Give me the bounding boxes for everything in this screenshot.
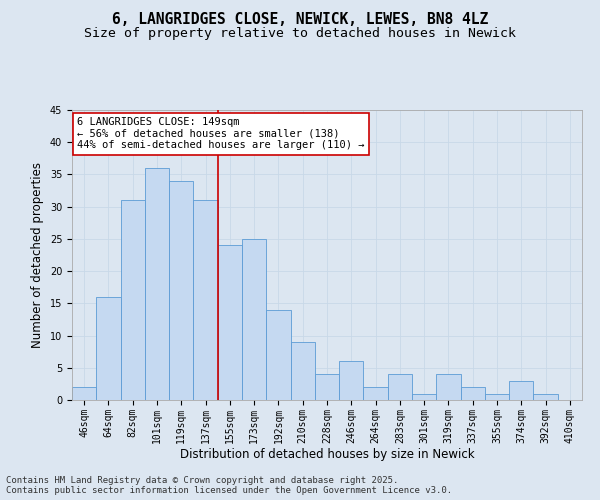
Bar — [193, 200, 218, 400]
Text: Contains public sector information licensed under the Open Government Licence v3: Contains public sector information licen… — [6, 486, 452, 495]
Bar — [290, 342, 315, 400]
Bar — [96, 297, 121, 400]
Bar — [242, 239, 266, 400]
Bar — [436, 374, 461, 400]
Bar — [339, 362, 364, 400]
Text: Size of property relative to detached houses in Newick: Size of property relative to detached ho… — [84, 28, 516, 40]
Text: Contains HM Land Registry data © Crown copyright and database right 2025.: Contains HM Land Registry data © Crown c… — [6, 476, 398, 485]
Bar — [485, 394, 509, 400]
Bar — [266, 310, 290, 400]
Y-axis label: Number of detached properties: Number of detached properties — [31, 162, 44, 348]
Bar — [315, 374, 339, 400]
X-axis label: Distribution of detached houses by size in Newick: Distribution of detached houses by size … — [179, 448, 475, 462]
Bar — [388, 374, 412, 400]
Text: 6, LANGRIDGES CLOSE, NEWICK, LEWES, BN8 4LZ: 6, LANGRIDGES CLOSE, NEWICK, LEWES, BN8 … — [112, 12, 488, 28]
Bar — [533, 394, 558, 400]
Bar — [145, 168, 169, 400]
Text: 6 LANGRIDGES CLOSE: 149sqm
← 56% of detached houses are smaller (138)
44% of sem: 6 LANGRIDGES CLOSE: 149sqm ← 56% of deta… — [77, 117, 365, 150]
Bar — [364, 387, 388, 400]
Bar — [72, 387, 96, 400]
Bar — [461, 387, 485, 400]
Bar — [509, 380, 533, 400]
Bar — [169, 181, 193, 400]
Bar — [218, 246, 242, 400]
Bar — [412, 394, 436, 400]
Bar — [121, 200, 145, 400]
